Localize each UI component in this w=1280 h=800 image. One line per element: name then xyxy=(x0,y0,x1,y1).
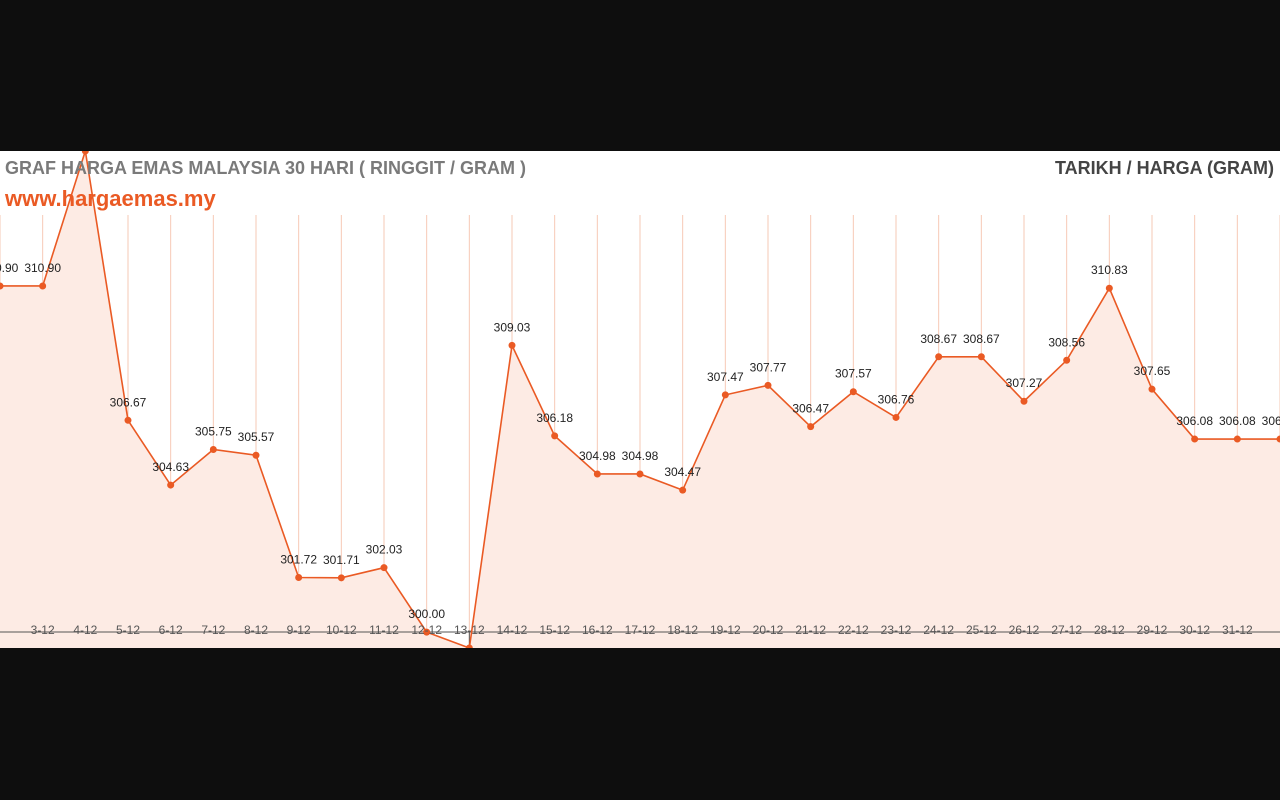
value-label: 306.18 xyxy=(536,411,573,425)
value-label: 308.67 xyxy=(963,332,1000,346)
x-tick-label: 16-12 xyxy=(582,623,613,637)
x-tick-label: 24-12 xyxy=(923,623,954,637)
x-tick-label: 6-12 xyxy=(159,623,183,637)
x-tick-label: 7-12 xyxy=(201,623,225,637)
value-label: 306.08 xyxy=(1176,414,1213,428)
x-tick-label: 23-12 xyxy=(881,623,912,637)
value-label: 306.47 xyxy=(792,402,829,416)
x-tick-label: 11-12 xyxy=(369,623,399,637)
value-label: 306.08 xyxy=(1219,414,1256,428)
point xyxy=(679,486,687,494)
value-label: 307.57 xyxy=(835,367,872,381)
point xyxy=(892,413,900,421)
point xyxy=(465,644,473,648)
chart-title: GRAF HARGA EMAS MALAYSIA 30 HARI ( RINGG… xyxy=(5,158,526,178)
x-tick-label: 8-12 xyxy=(244,623,268,637)
point xyxy=(1020,397,1028,405)
value-label: 307.27 xyxy=(1006,376,1043,390)
value-label: 306.08 xyxy=(1262,414,1280,428)
value-label: 310.90 xyxy=(24,261,61,275)
x-tick-label: 10-12 xyxy=(326,623,357,637)
point xyxy=(1148,385,1156,393)
value-label: 307.47 xyxy=(707,370,744,384)
x-tick-label: 13-12 xyxy=(454,623,485,637)
x-tick-label: 14-12 xyxy=(497,623,528,637)
x-tick-label: 22-12 xyxy=(838,623,869,637)
point xyxy=(977,353,985,361)
point xyxy=(764,381,772,389)
value-label: 306.67 xyxy=(110,395,147,409)
x-tick-label: 31-12 xyxy=(1222,623,1253,637)
subtitle: www.hargaemas.my xyxy=(4,186,216,211)
x-tick-label: 5-12 xyxy=(116,623,140,637)
point xyxy=(337,574,345,582)
value-label: 310.90 xyxy=(0,261,19,275)
value-label: 309.03 xyxy=(494,320,531,334)
value-label: 305.75 xyxy=(195,425,232,439)
x-tick-label: 4-12 xyxy=(73,623,97,637)
value-label: 304.63 xyxy=(152,460,189,474)
point xyxy=(1233,435,1241,443)
x-tick-label: 28-12 xyxy=(1094,623,1125,637)
point xyxy=(721,391,729,399)
value-label: 301.71 xyxy=(323,553,360,567)
x-tick-label: 29-12 xyxy=(1137,623,1168,637)
point xyxy=(1191,435,1199,443)
value-label: 300.00 xyxy=(408,607,445,621)
x-tick-label: 15-12 xyxy=(539,623,570,637)
point xyxy=(209,446,217,454)
x-tick-label: 26-12 xyxy=(1009,623,1040,637)
point xyxy=(252,451,260,459)
x-tick-label: 3-12 xyxy=(31,623,55,637)
point xyxy=(508,341,516,349)
x-tick-label: 30-12 xyxy=(1179,623,1210,637)
value-label: 308.67 xyxy=(920,332,957,346)
value-label: 302.03 xyxy=(366,543,403,557)
x-tick-label: 20-12 xyxy=(753,623,784,637)
x-tick-label: 12-12 xyxy=(411,623,442,637)
value-label: 306.76 xyxy=(878,392,915,406)
point xyxy=(593,470,601,478)
point xyxy=(636,470,644,478)
value-label: 304.47 xyxy=(664,465,701,479)
x-tick-label: 21-12 xyxy=(795,623,826,637)
value-label: 304.98 xyxy=(579,449,616,463)
value-label: 308.56 xyxy=(1048,335,1085,349)
point xyxy=(167,481,175,489)
point xyxy=(124,416,132,424)
point xyxy=(935,353,943,361)
point xyxy=(1063,356,1071,364)
value-label: 301.72 xyxy=(280,552,317,566)
value-label: 307.65 xyxy=(1134,364,1171,378)
value-label: 305.57 xyxy=(238,430,275,444)
x-tick-label: 18-12 xyxy=(667,623,698,637)
x-tick-label: 25-12 xyxy=(966,623,997,637)
x-tick-label: 17-12 xyxy=(625,623,656,637)
value-label: 307.77 xyxy=(750,360,787,374)
value-label: 304.98 xyxy=(622,449,659,463)
value-label: 310.83 xyxy=(1091,263,1128,277)
point xyxy=(551,432,559,440)
point xyxy=(1105,284,1113,292)
point xyxy=(0,282,4,290)
area xyxy=(0,151,1280,648)
point xyxy=(380,564,388,572)
point xyxy=(1276,435,1280,443)
point xyxy=(81,151,89,155)
x-tick-label: 19-12 xyxy=(710,623,741,637)
point xyxy=(295,573,303,581)
point xyxy=(39,282,47,290)
plot-area: 310.90 310.90 306.67 304.63 305.75 305.57 301.… xyxy=(0,151,1280,648)
x-tick-label: 27-12 xyxy=(1051,623,1082,637)
point xyxy=(423,628,431,636)
x-tick-label: 9-12 xyxy=(287,623,311,637)
point xyxy=(849,388,857,396)
point xyxy=(807,423,815,431)
axis-label: TARIKH / HARGA (GRAM) xyxy=(1055,158,1274,178)
